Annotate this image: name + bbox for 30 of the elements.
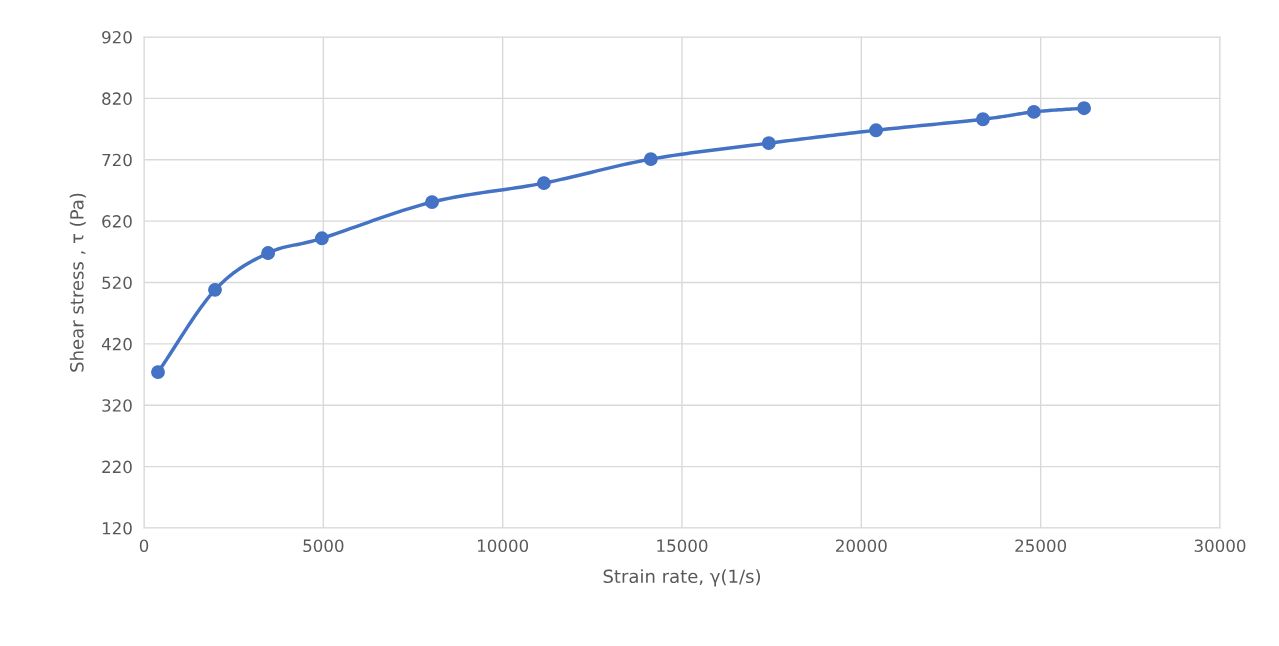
x-tick-label: 25000 [1015, 539, 1067, 553]
point [151, 365, 165, 380]
x-tick-label: 10000 [477, 539, 529, 553]
x-axis-title: Strain rate, γ(1/s) [603, 569, 761, 587]
y-axis-title: Shear stress , τ (Pa) [69, 193, 86, 372]
x-tick-label: 15000 [657, 539, 708, 553]
x-tick-label: 0 [139, 539, 149, 553]
y-tick-label: 620 [102, 215, 132, 228]
point [1026, 104, 1041, 119]
point [425, 195, 439, 210]
point [261, 246, 276, 260]
point [643, 152, 658, 167]
point [536, 176, 551, 191]
x-tick-label: 30000 [1194, 539, 1246, 553]
y-tick-label: 420 [101, 337, 132, 351]
y-tick-label: 220 [102, 460, 132, 474]
y-tick-label: 820 [102, 92, 132, 105]
point [1077, 101, 1092, 116]
y-tick-label: 320 [102, 399, 132, 412]
point [314, 231, 329, 246]
x-tick-label: 20000 [836, 539, 887, 553]
point [761, 136, 776, 151]
point [975, 112, 990, 127]
y-tick-label: 520 [102, 276, 132, 290]
point [208, 282, 222, 297]
y-tick-label: 920 [102, 30, 132, 44]
y-tick-label: 720 [102, 153, 132, 167]
x-tick-label: 5000 [303, 539, 344, 553]
y-tick-label: 120 [102, 521, 132, 535]
point [869, 123, 883, 138]
